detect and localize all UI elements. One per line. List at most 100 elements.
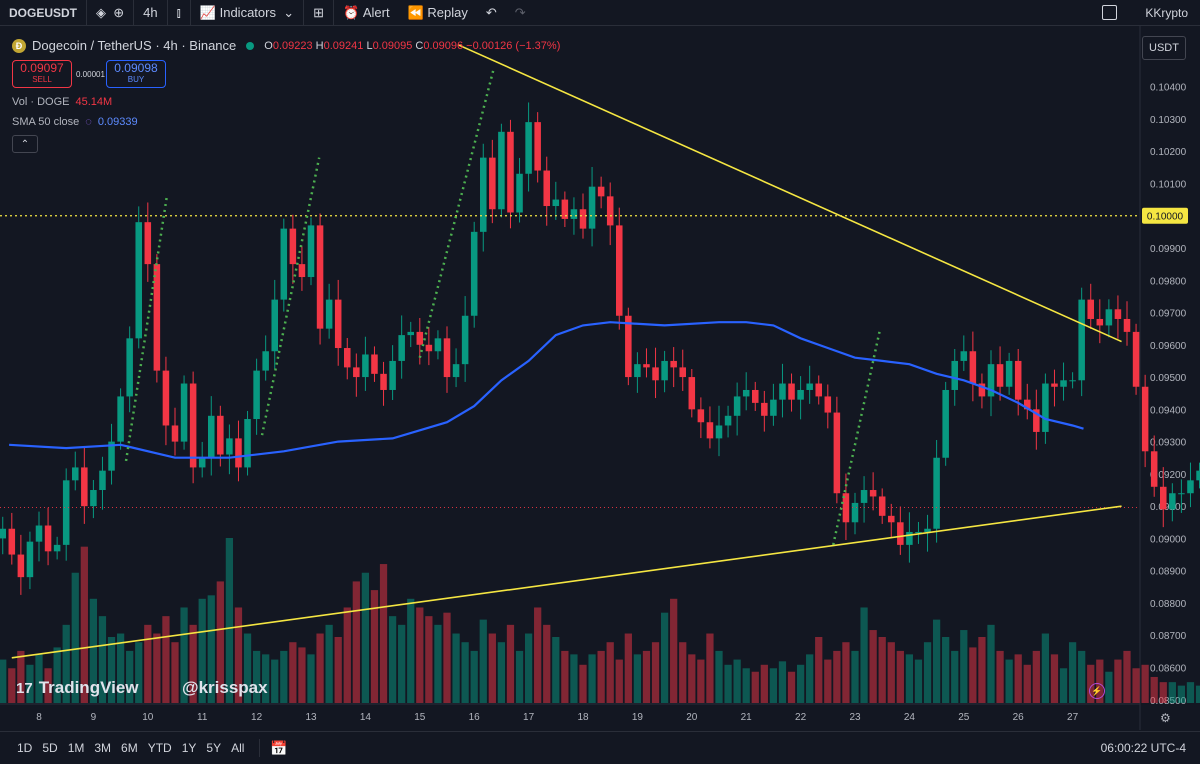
spread-value: 0.00001 bbox=[76, 69, 105, 79]
clock: 06:00:22 UTC-4 bbox=[1100, 741, 1186, 755]
volume-bar bbox=[126, 650, 134, 703]
user-name[interactable]: KKrypto bbox=[1145, 5, 1188, 20]
candle-body bbox=[1005, 360, 1013, 387]
chart-type-button[interactable]: ⫾ bbox=[168, 0, 191, 25]
range-1m[interactable]: 1M bbox=[67, 741, 85, 755]
candle-body bbox=[416, 331, 424, 345]
sma-indicator-legend[interactable]: SMA 50 close ◌ 0.09339 bbox=[12, 116, 138, 128]
candle-body bbox=[915, 531, 922, 533]
undo-button[interactable]: ↶ bbox=[477, 0, 506, 25]
rewind-icon: ⏪ bbox=[407, 4, 424, 20]
buy-button[interactable]: 0.09098 BUY bbox=[106, 60, 166, 88]
collapse-legend-button[interactable]: ⌃ bbox=[12, 135, 38, 153]
candle-body bbox=[1033, 409, 1040, 432]
candle-body bbox=[180, 383, 188, 442]
volume-bar bbox=[488, 633, 496, 703]
candle-body bbox=[17, 554, 25, 578]
range-5y[interactable]: 5Y bbox=[206, 741, 222, 755]
volume-bar bbox=[806, 654, 814, 703]
replay-button[interactable]: ⏪ Replay bbox=[399, 0, 477, 25]
candle-body bbox=[987, 364, 995, 397]
candle-body bbox=[634, 364, 641, 378]
candle-body bbox=[443, 338, 451, 378]
candle-body bbox=[969, 351, 977, 384]
volume-bar bbox=[334, 637, 342, 703]
candle-body bbox=[752, 389, 759, 403]
price-tick-label: 0.08500 bbox=[1150, 696, 1187, 707]
candle-body bbox=[208, 415, 215, 458]
undo-icon: ↶ bbox=[485, 4, 497, 20]
gear-icon[interactable]: ⚙ bbox=[1160, 711, 1171, 725]
volume-bar bbox=[180, 607, 188, 703]
add-compare-button[interactable]: ◈ ⊕ bbox=[87, 0, 135, 25]
range-1y[interactable]: 1Y bbox=[181, 741, 197, 755]
volume-bar bbox=[615, 659, 623, 703]
candle-body bbox=[498, 131, 505, 210]
range-3m[interactable]: 3M bbox=[94, 741, 112, 755]
currency-selector[interactable]: USDT bbox=[1142, 36, 1186, 60]
candle-body bbox=[126, 338, 133, 397]
volume-bar bbox=[706, 633, 714, 703]
volume-bar bbox=[1141, 664, 1149, 703]
candle-body bbox=[62, 480, 70, 545]
candle-body bbox=[1060, 380, 1067, 387]
checkbox-icon[interactable] bbox=[1102, 5, 1118, 20]
candle-body bbox=[135, 222, 142, 339]
volume-bar bbox=[216, 581, 224, 703]
chart-area[interactable]: 0.105000.104000.103000.102000.101000.100… bbox=[0, 26, 1200, 730]
redo-button[interactable]: ↷ bbox=[506, 0, 535, 25]
volume-bar bbox=[960, 630, 968, 703]
candle-body bbox=[761, 402, 768, 416]
range-all[interactable]: All bbox=[231, 741, 245, 755]
candle-body bbox=[1160, 486, 1167, 510]
trade-panel: 0.09097 SELL 0.00001 0.09098 BUY bbox=[12, 60, 166, 88]
indicators-label: Indicators bbox=[219, 5, 276, 20]
range-1d[interactable]: 1D bbox=[17, 741, 33, 755]
candle-body bbox=[1132, 331, 1140, 387]
indicators-button[interactable]: 📈 Indicators ⌄ bbox=[191, 0, 305, 25]
volume-bar bbox=[552, 637, 560, 703]
candle-body bbox=[171, 425, 179, 442]
volume-bar bbox=[606, 642, 614, 703]
calendar-icon[interactable]: 📅 bbox=[270, 739, 288, 756]
candle-body bbox=[244, 419, 251, 468]
candle-body bbox=[906, 531, 913, 545]
layouts-button[interactable]: ⊞ bbox=[304, 0, 335, 25]
volume-bar bbox=[144, 624, 152, 703]
volume-bar bbox=[425, 616, 433, 703]
range-5d[interactable]: 5D bbox=[42, 741, 58, 755]
volume-bar bbox=[923, 642, 932, 703]
l-label: L bbox=[366, 39, 373, 52]
time-tick-label: 17 bbox=[523, 712, 535, 723]
volume-indicator-legend[interactable]: Vol · DOGE 45.14M bbox=[12, 96, 112, 108]
volume-bar bbox=[298, 647, 306, 703]
replay-label: Replay bbox=[427, 5, 468, 20]
chevron-up-icon: ⌃ bbox=[20, 138, 30, 150]
volume-bar bbox=[1114, 659, 1122, 703]
candle-body bbox=[344, 348, 351, 368]
volume-bar bbox=[162, 616, 170, 703]
time-tick-label: 15 bbox=[414, 712, 426, 723]
vol-label: Vol · DOGE bbox=[12, 96, 70, 108]
volume-bar bbox=[769, 668, 778, 703]
candle-body bbox=[8, 528, 16, 555]
volume-bar bbox=[388, 616, 397, 703]
price-tick-label: 0.08600 bbox=[1150, 664, 1187, 675]
interval-selector[interactable]: 4h bbox=[134, 0, 168, 25]
volume-bar bbox=[642, 650, 651, 703]
range-ytd[interactable]: YTD bbox=[147, 741, 172, 755]
price-chart[interactable]: 0.105000.104000.103000.102000.101000.100… bbox=[0, 26, 1200, 730]
time-tick-label: 27 bbox=[1067, 712, 1079, 723]
candle-body bbox=[217, 415, 224, 455]
candle-body bbox=[461, 315, 469, 365]
bolt-icon[interactable]: ⚡ bbox=[1089, 683, 1105, 699]
alert-button[interactable]: ⏰ Alert bbox=[334, 0, 399, 25]
vol-value: 45.14M bbox=[75, 96, 113, 108]
symbol-search[interactable]: DOGEUSDT bbox=[0, 0, 88, 25]
candle-body bbox=[189, 383, 197, 468]
price-tick-label: 0.09100 bbox=[1150, 502, 1187, 513]
range-6m[interactable]: 6M bbox=[121, 741, 138, 755]
diamond-icon: ◈ bbox=[96, 4, 107, 20]
volume-bar bbox=[461, 642, 469, 703]
sell-button[interactable]: 0.09097 SELL bbox=[12, 60, 72, 88]
